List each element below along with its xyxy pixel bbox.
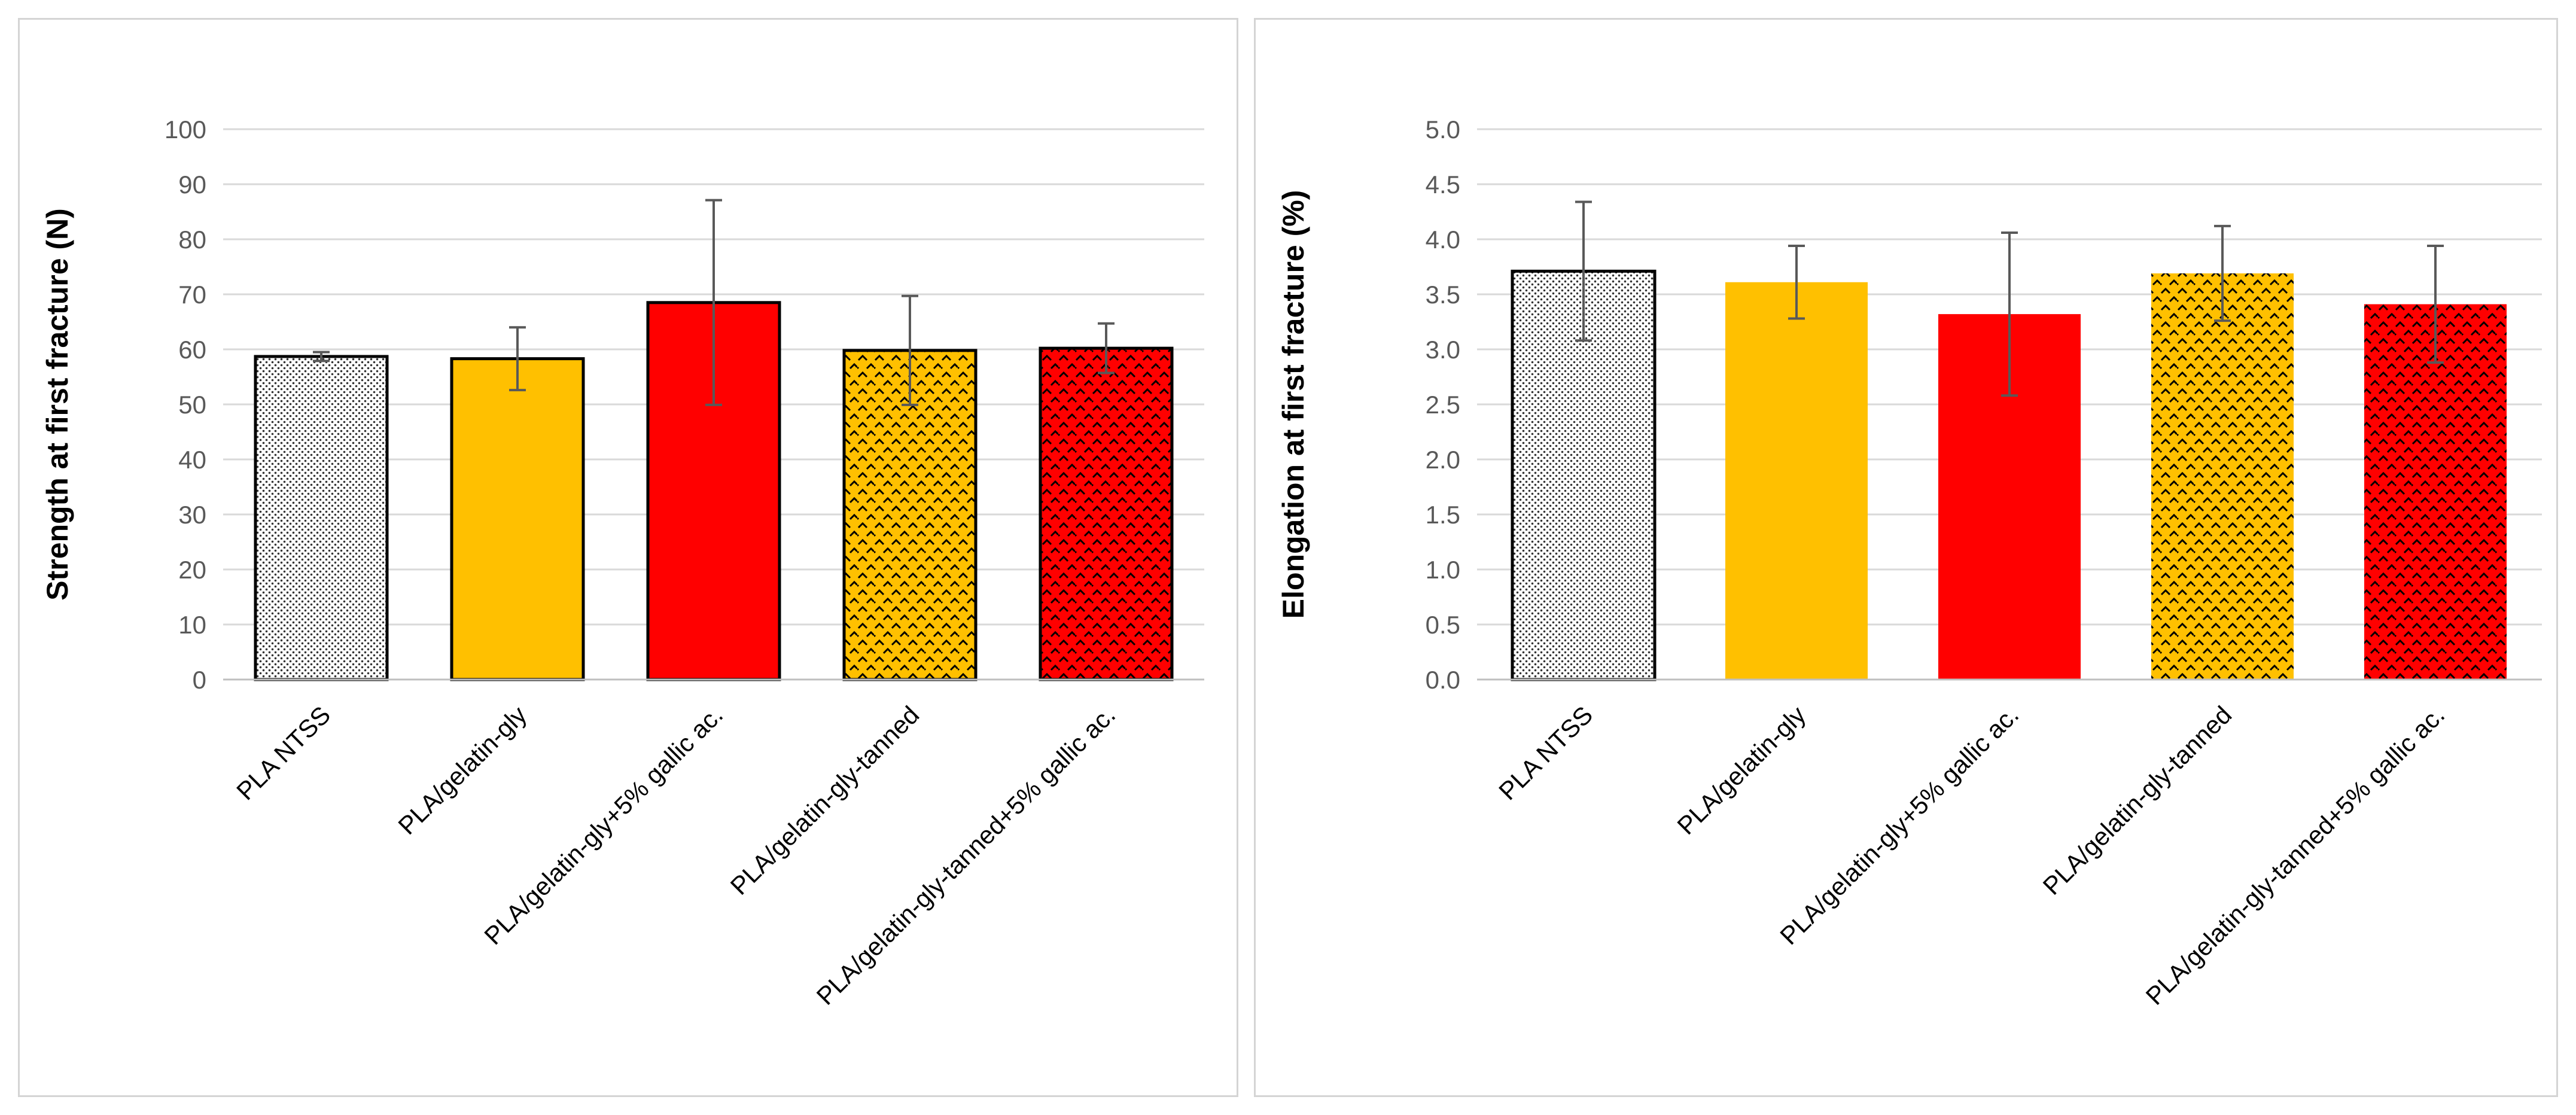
bar — [254, 355, 389, 681]
bar — [2364, 304, 2507, 680]
bar — [450, 357, 585, 681]
x-category-label: PLA/gelatin-gly — [1671, 700, 1811, 840]
x-category-label: PLA/gelatin-gly — [392, 700, 532, 840]
bar — [1039, 346, 1174, 681]
y-tick-label: 60 — [178, 336, 206, 364]
y-tick-label: 3.5 — [1426, 281, 1460, 309]
y-axis-label: Strength at first fracture (N) — [41, 208, 74, 601]
y-axis-label: Elongation at first fracture (%) — [1277, 190, 1310, 619]
y-tick-label: 3.0 — [1426, 336, 1460, 364]
y-tick-label: 10 — [178, 611, 206, 639]
y-tick-label: 0.5 — [1426, 611, 1460, 639]
y-tick-label: 2.0 — [1426, 446, 1460, 474]
y-tick-label: 4.5 — [1426, 170, 1460, 199]
y-tick-label: 80 — [178, 226, 206, 254]
y-tick-label: 70 — [178, 281, 206, 309]
elongation-chart: 0.0 0.5 1.0 1.5 2.0 2.5 3.0 3.5 4.0 4.5 5.0 PLA NT… — [1277, 115, 2542, 1010]
elongation-chart-panel: 0.0 0.5 1.0 1.5 2.0 2.5 3.0 3.5 4.0 4.5 5.0 PLA NT… — [1254, 18, 2558, 1097]
y-tick-label: 4.0 — [1426, 226, 1460, 254]
x-category-label: PLA/gelatin-gly-tanned — [2038, 700, 2237, 900]
y-tick-label: 50 — [178, 391, 206, 419]
y-tick-label: 0.0 — [1426, 666, 1460, 694]
strength-chart-panel: 0 10 20 30 40 50 60 70 80 90 100 PLA NTSS PLA/gelat… — [18, 18, 1238, 1097]
x-category-label: PLA/gelatin-gly+5% gallic ac. — [479, 700, 728, 950]
y-tick-label: 30 — [178, 501, 206, 529]
y-tick-label: 20 — [178, 556, 206, 584]
y-tick-label: 100 — [165, 115, 206, 144]
y-tick-label: 0 — [193, 666, 206, 694]
strength-chart: 0 10 20 30 40 50 60 70 80 90 100 PLA NTSS PLA/gelat… — [41, 115, 1204, 1010]
y-tick-label: 2.5 — [1426, 391, 1460, 419]
y-tick-label: 1.5 — [1426, 501, 1460, 529]
y-tick-label: 5.0 — [1426, 115, 1460, 144]
y-tick-label: 90 — [178, 170, 206, 199]
bar — [1725, 282, 1868, 680]
x-category-label: PLA NTSS — [231, 700, 336, 805]
y-tick-label: 1.0 — [1426, 556, 1460, 584]
x-category-label: PLA/gelatin-gly+5% gallic ac. — [1774, 700, 2024, 950]
bar — [2151, 273, 2294, 680]
y-tick-label: 40 — [178, 446, 206, 474]
x-category-label: PLA/gelatin-gly-tanned — [725, 700, 925, 900]
x-category-label: PLA NTSS — [1493, 700, 1598, 805]
